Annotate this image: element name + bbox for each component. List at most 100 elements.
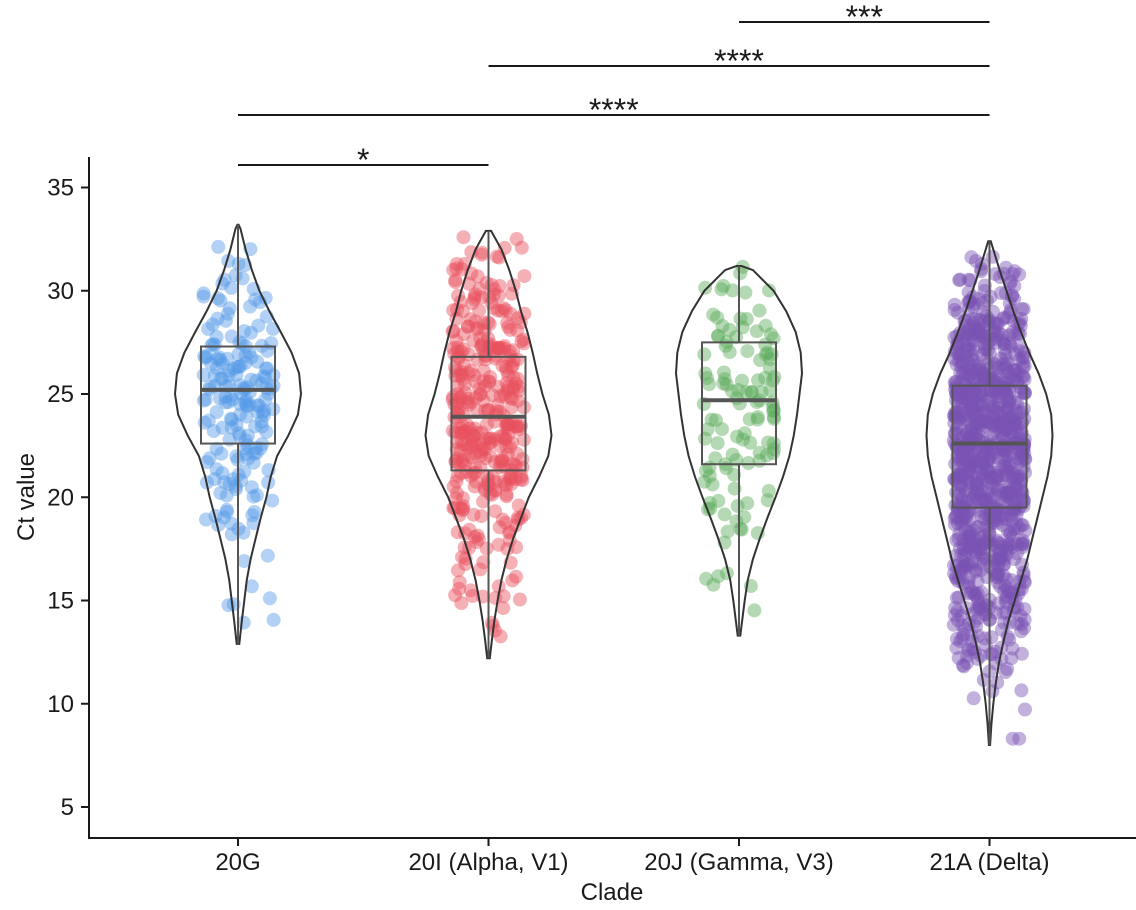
data-point	[1008, 368, 1023, 383]
data-point	[951, 531, 966, 546]
data-point	[971, 369, 986, 384]
data-point	[962, 529, 977, 544]
data-point	[954, 359, 969, 374]
data-point	[952, 273, 967, 288]
data-point	[977, 512, 992, 527]
data-point	[955, 390, 970, 405]
data-point	[481, 403, 496, 417]
data-point	[971, 326, 986, 341]
data-point	[496, 589, 511, 604]
data-point	[990, 400, 1005, 415]
data-point	[1004, 573, 1019, 588]
data-point	[491, 303, 505, 318]
data-point	[482, 431, 497, 446]
data-point	[957, 561, 972, 576]
data-point	[965, 365, 980, 380]
data-point	[986, 419, 1001, 433]
data-point	[235, 271, 250, 286]
data-point	[761, 435, 776, 450]
data-point	[999, 352, 1014, 367]
data-point	[980, 415, 995, 430]
y-tick-label: 5	[61, 794, 74, 821]
data-point	[483, 370, 498, 385]
data-point	[483, 339, 497, 354]
data-point	[501, 351, 516, 366]
data-point	[727, 467, 742, 482]
significance-label: ****	[589, 92, 639, 128]
data-point	[501, 380, 515, 395]
data-point	[473, 387, 487, 402]
data-point	[503, 471, 517, 485]
data-point	[498, 432, 513, 447]
data-point	[959, 655, 974, 670]
data-point	[1009, 516, 1024, 531]
data-point	[468, 465, 483, 480]
data-point	[700, 422, 715, 437]
data-point	[265, 493, 280, 508]
data-point	[1015, 536, 1030, 551]
data-point	[1007, 467, 1022, 481]
data-point	[1017, 451, 1032, 466]
data-point	[973, 563, 988, 578]
data-point	[962, 541, 977, 555]
data-point	[960, 325, 975, 340]
data-point	[502, 440, 517, 455]
data-point	[977, 414, 991, 428]
data-point	[1012, 405, 1027, 420]
data-point	[983, 464, 998, 479]
data-point	[1014, 485, 1029, 500]
data-point	[997, 415, 1012, 430]
data-point	[220, 504, 234, 519]
data-point	[206, 424, 221, 439]
data-point	[722, 345, 737, 360]
data-point	[710, 436, 725, 451]
data-point	[997, 584, 1012, 599]
data-point	[953, 388, 968, 403]
data-point	[998, 578, 1013, 593]
data-point	[489, 348, 503, 363]
data-point	[1005, 466, 1019, 481]
data-point	[1017, 446, 1032, 461]
data-point	[956, 532, 971, 547]
data-point	[242, 397, 257, 412]
data-point	[739, 385, 754, 400]
data-point	[511, 498, 526, 513]
data-point	[973, 363, 988, 378]
data-point	[968, 312, 983, 327]
data-point	[950, 305, 965, 320]
data-point	[956, 450, 971, 465]
data-point	[977, 373, 992, 388]
data-point	[214, 446, 229, 461]
data-point	[222, 301, 237, 316]
data-point	[1008, 478, 1023, 493]
data-point	[989, 513, 1004, 528]
data-point	[958, 622, 973, 636]
data-point	[992, 420, 1007, 435]
data-point	[958, 391, 973, 405]
data-point	[469, 321, 484, 336]
data-point	[966, 451, 981, 466]
data-point	[1008, 414, 1023, 429]
data-point	[1007, 417, 1022, 432]
data-point	[971, 321, 986, 336]
data-point	[488, 474, 503, 489]
data-point	[453, 443, 468, 458]
data-point	[231, 359, 246, 374]
data-point	[455, 372, 470, 387]
data-point	[976, 493, 991, 507]
data-point	[996, 379, 1011, 394]
data-point	[1001, 458, 1016, 473]
data-point	[996, 511, 1011, 526]
data-point	[479, 541, 494, 556]
data-point	[1001, 537, 1016, 551]
data-point	[971, 610, 986, 625]
data-point	[1014, 617, 1029, 632]
data-point	[708, 451, 723, 466]
data-point	[984, 384, 998, 399]
data-point	[511, 422, 526, 437]
data-point	[457, 424, 472, 439]
data-point	[973, 397, 988, 411]
data-point	[994, 551, 1009, 566]
data-point	[1005, 267, 1020, 281]
data-point	[464, 438, 479, 453]
